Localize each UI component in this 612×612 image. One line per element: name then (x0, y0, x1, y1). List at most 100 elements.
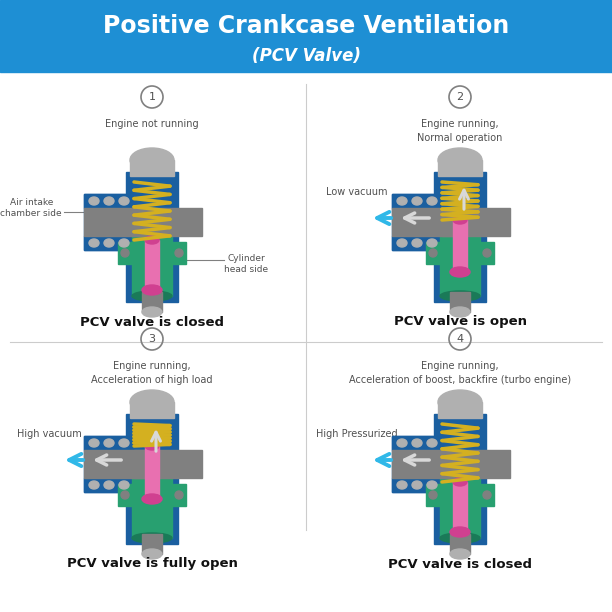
Bar (132, 232, 172, 296)
Circle shape (121, 249, 129, 257)
Circle shape (483, 491, 491, 499)
Text: Engine running,
Acceleration of boost, backfire (turbo engine): Engine running, Acceleration of boost, b… (349, 361, 571, 384)
Bar (84, 208, 152, 236)
Ellipse shape (427, 239, 437, 247)
Ellipse shape (119, 439, 129, 447)
Text: 4: 4 (457, 334, 463, 344)
Text: 2: 2 (457, 92, 463, 102)
Bar (134, 252, 170, 294)
Ellipse shape (130, 390, 174, 414)
Ellipse shape (142, 285, 162, 295)
Circle shape (429, 491, 437, 499)
Ellipse shape (412, 197, 422, 205)
Bar (118, 484, 132, 506)
Ellipse shape (132, 533, 172, 543)
Ellipse shape (145, 236, 159, 244)
Ellipse shape (397, 197, 407, 205)
Ellipse shape (89, 439, 99, 447)
Text: 3: 3 (149, 334, 155, 344)
Ellipse shape (119, 481, 129, 489)
Bar (392, 194, 460, 208)
Bar (442, 450, 510, 478)
Bar (145, 240, 159, 290)
Ellipse shape (450, 307, 470, 317)
Text: 1: 1 (149, 92, 155, 102)
Bar (134, 208, 202, 236)
Bar (392, 236, 460, 250)
Ellipse shape (397, 239, 407, 247)
Bar (426, 242, 440, 264)
Bar (118, 242, 132, 264)
Bar (392, 450, 460, 478)
Bar (134, 450, 202, 478)
Bar (145, 446, 159, 499)
Ellipse shape (453, 478, 467, 486)
Circle shape (429, 249, 437, 257)
Bar (84, 436, 152, 450)
Bar (440, 474, 480, 538)
Bar (84, 194, 152, 250)
Text: Low vacuum: Low vacuum (326, 187, 388, 197)
Ellipse shape (89, 197, 99, 205)
Bar (426, 484, 440, 506)
Ellipse shape (427, 197, 437, 205)
Circle shape (121, 491, 129, 499)
Bar (172, 242, 186, 264)
Bar (453, 482, 467, 532)
Ellipse shape (145, 442, 159, 450)
Ellipse shape (412, 481, 422, 489)
Bar (440, 232, 480, 296)
Ellipse shape (453, 216, 467, 224)
Ellipse shape (104, 439, 114, 447)
Ellipse shape (412, 439, 422, 447)
Bar (438, 160, 482, 176)
Ellipse shape (119, 239, 129, 247)
Text: PCV valve is closed: PCV valve is closed (80, 316, 224, 329)
Circle shape (175, 491, 183, 499)
Ellipse shape (132, 291, 172, 301)
Bar (392, 478, 460, 492)
Ellipse shape (438, 148, 482, 172)
Text: PCV valve is fully open: PCV valve is fully open (67, 558, 237, 570)
Bar (434, 414, 486, 544)
Bar (450, 292, 470, 312)
Text: PCV valve is closed: PCV valve is closed (388, 558, 532, 570)
Text: Engine running,
Normal operation: Engine running, Normal operation (417, 119, 502, 143)
Bar (442, 494, 478, 536)
Bar (480, 242, 494, 264)
Bar (392, 436, 460, 492)
Bar (130, 160, 174, 176)
Ellipse shape (89, 481, 99, 489)
Bar (0, 0, 612, 72)
Text: Engine not running: Engine not running (105, 119, 199, 129)
Ellipse shape (89, 239, 99, 247)
Text: High vacuum: High vacuum (17, 429, 81, 439)
Text: PCV valve is open: PCV valve is open (394, 316, 526, 329)
Text: Air intake
chamber side: Air intake chamber side (1, 198, 62, 218)
Bar (126, 172, 178, 302)
Bar (134, 494, 170, 536)
Ellipse shape (104, 197, 114, 205)
Bar (480, 484, 494, 506)
Ellipse shape (142, 307, 162, 317)
Bar (392, 436, 460, 450)
Circle shape (175, 249, 183, 257)
Ellipse shape (142, 494, 162, 504)
Text: High Pressurized: High Pressurized (316, 429, 398, 439)
Ellipse shape (450, 549, 470, 559)
Bar (172, 484, 186, 506)
Ellipse shape (440, 291, 480, 301)
Bar (442, 252, 478, 294)
Bar (126, 414, 178, 544)
Text: Cylinder
head side: Cylinder head side (224, 253, 268, 274)
Bar (84, 194, 152, 208)
Bar (392, 208, 460, 236)
Bar (442, 208, 510, 236)
Bar (450, 534, 470, 554)
Ellipse shape (450, 267, 470, 277)
Bar (84, 236, 152, 250)
Ellipse shape (397, 439, 407, 447)
Ellipse shape (427, 481, 437, 489)
Ellipse shape (438, 390, 482, 414)
Ellipse shape (412, 239, 422, 247)
